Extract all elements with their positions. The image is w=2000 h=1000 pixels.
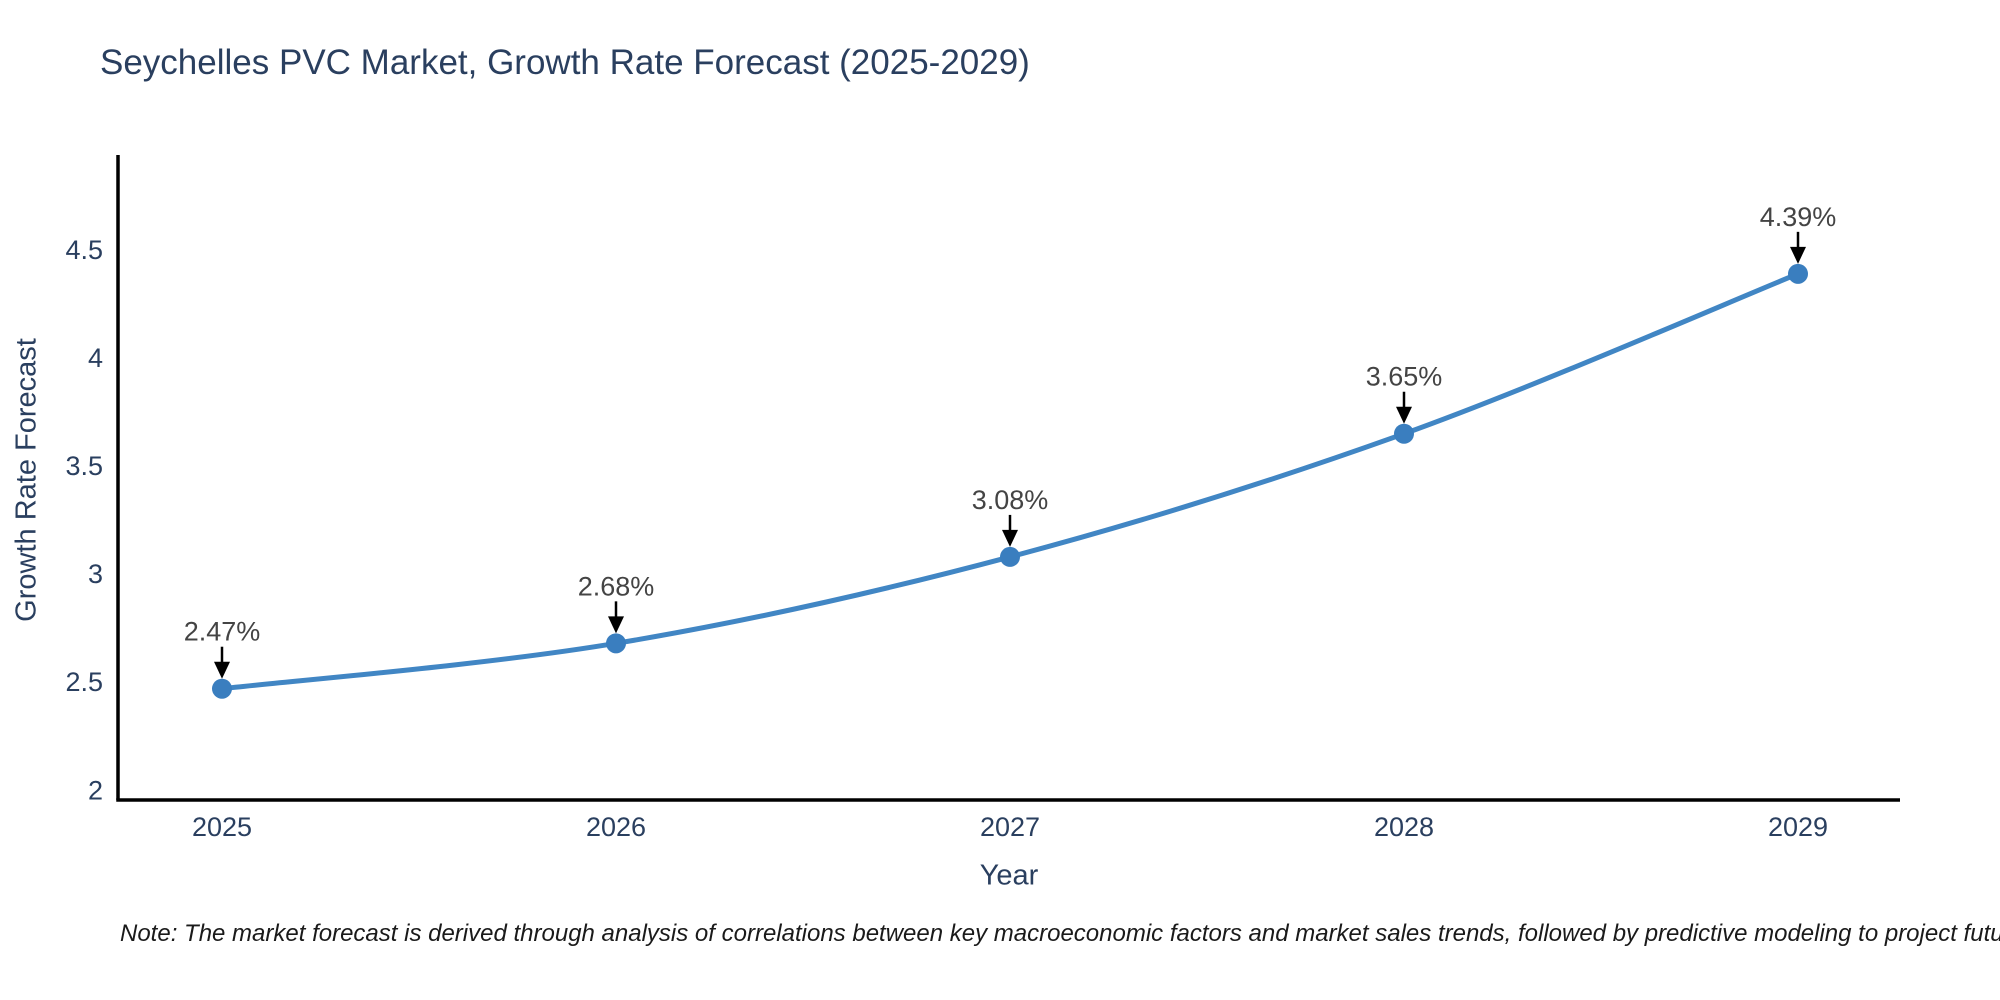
axes-group (116, 155, 1900, 802)
annotation-arrowhead-icon (608, 616, 624, 634)
y-tick-label: 3.5 (65, 451, 103, 481)
data-point-marker[interactable] (1000, 546, 1020, 567)
chart-title: Seychelles PVC Market, Growth Rate Forec… (100, 43, 1030, 82)
x-axis-title: Year (979, 859, 1039, 892)
data-point-marker[interactable] (212, 678, 232, 699)
data-point-label: 4.39% (1760, 202, 1837, 232)
footnote: Note: The market forecast is derived thr… (120, 920, 2000, 947)
y-tick-label: 3 (88, 559, 103, 589)
x-tick-label: 2027 (980, 812, 1040, 842)
y-tick-labels-group: 2 2.5 3 3.5 4 4.5 (65, 235, 103, 805)
data-point-marker[interactable] (1788, 263, 1808, 284)
data-point-marker[interactable] (1394, 423, 1414, 444)
x-tick-label: 2025 (192, 812, 252, 842)
series-group (212, 263, 1808, 699)
data-point-label: 3.65% (1366, 362, 1443, 392)
y-tick-label: 2.5 (65, 667, 103, 697)
annotation-arrowhead-icon (1790, 246, 1806, 264)
x-tick-label: 2028 (1374, 812, 1434, 842)
data-point-label: 2.47% (184, 617, 261, 647)
x-tick-label: 2026 (586, 812, 646, 842)
data-point-marker[interactable] (606, 633, 626, 654)
x-tick-label: 2029 (1768, 812, 1828, 842)
annotation-arrowhead-icon (1002, 529, 1018, 547)
annotation-arrowhead-icon (1396, 406, 1412, 424)
x-tick-labels-group: 2025 2026 2027 2028 2029 (192, 812, 1828, 842)
annotations-group: 2.47% 2.68% 3.08% 3.65% 4.39% (184, 202, 1837, 679)
annotation-arrowhead-icon (214, 661, 230, 679)
data-point-label: 2.68% (578, 571, 655, 601)
plot-area[interactable] (118, 155, 1900, 800)
data-point-label: 3.08% (972, 485, 1049, 515)
y-tick-label: 4 (88, 343, 103, 373)
y-tick-label: 2 (88, 775, 103, 805)
y-tick-label: 4.5 (65, 235, 103, 265)
